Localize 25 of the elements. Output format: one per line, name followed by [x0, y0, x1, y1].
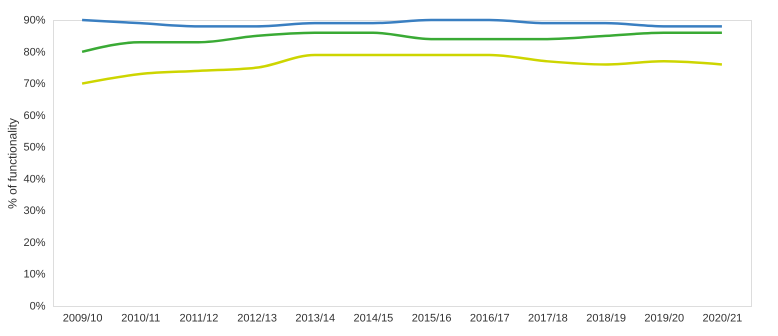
- y-tick-label: 70%: [23, 78, 46, 90]
- x-tick-label: 2013/14: [295, 312, 336, 324]
- y-tick-label: 40%: [23, 173, 46, 186]
- x-tick-label: 2014/15: [354, 312, 394, 324]
- y-tick-label: 0%: [30, 300, 46, 312]
- x-tick-label: 2019/20: [644, 312, 684, 324]
- x-tick-label: 2011/12: [179, 312, 218, 324]
- y-tick-label: 10%: [23, 268, 46, 281]
- x-tick-label: 2012/13: [237, 312, 277, 324]
- y-tick-label: 90%: [23, 14, 46, 26]
- x-tick-label: 2009/10: [62, 312, 102, 324]
- x-tick-label: 2017/18: [528, 312, 568, 324]
- x-tick-label: 2015/16: [412, 312, 452, 324]
- y-tick-label: 20%: [23, 236, 46, 249]
- line-series: [80, 31, 724, 54]
- y-axis-title: % of functionality: [5, 118, 20, 209]
- y-tick-label: 60%: [23, 110, 46, 122]
- x-tick-label: 2020/21: [702, 312, 742, 324]
- x-tick-label: 2010/11: [121, 312, 160, 324]
- y-tick-label: 80%: [23, 46, 46, 58]
- line-series: [80, 54, 724, 85]
- x-tick-label: 2016/17: [470, 312, 510, 324]
- x-tick-label: 2018/19: [586, 312, 626, 324]
- y-tick-label: 30%: [23, 205, 46, 218]
- y-tick-label: 50%: [23, 142, 46, 154]
